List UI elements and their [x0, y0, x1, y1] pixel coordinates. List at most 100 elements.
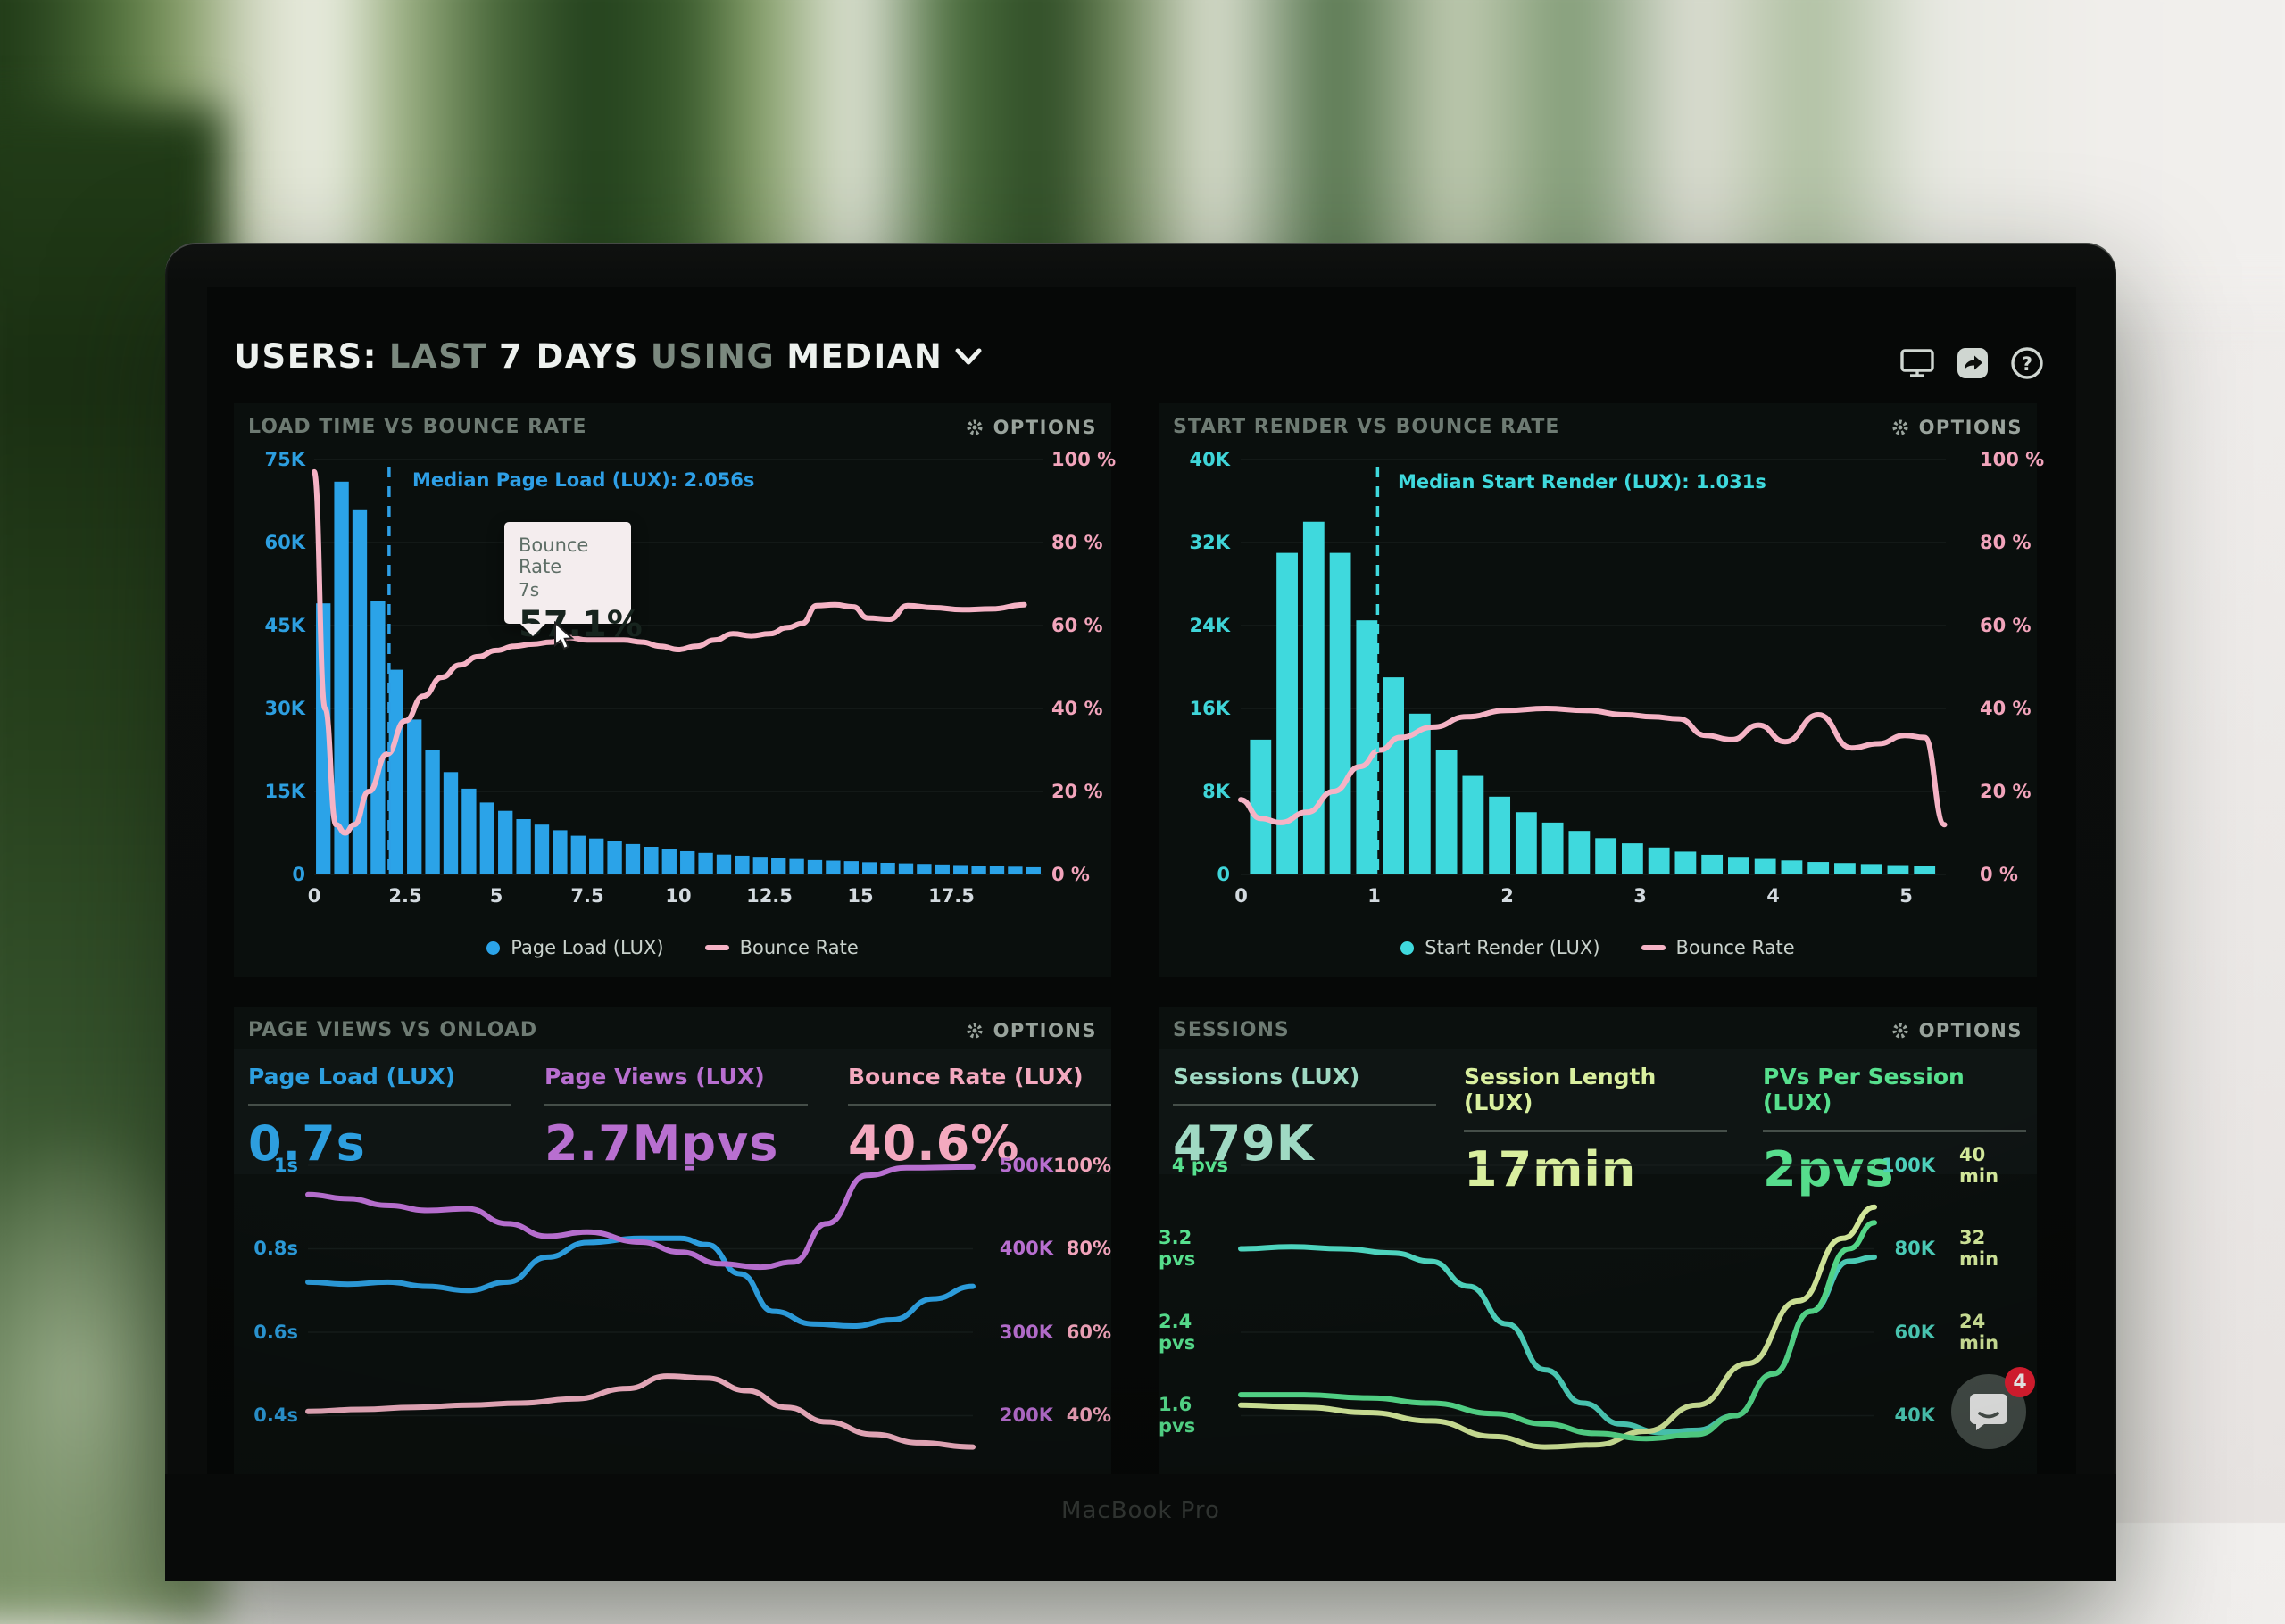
panel-page-views: PAGE VIEWS VS ONLOAD OPTIONS Page Load (…: [234, 1007, 1111, 1474]
y-axis-label: 40 min: [1959, 1143, 1999, 1187]
metric-value: 0.7s: [248, 1115, 366, 1172]
x-axis-label: 0: [307, 885, 321, 907]
title-last: LAST: [388, 337, 488, 376]
panel-load-time: LOAD TIME VS BOUNCE RATE OPTIONS 75K 60K 4…: [234, 403, 1116, 977]
gear-icon: [1892, 1022, 1908, 1039]
y-axis-label: 80 %: [1980, 531, 2032, 553]
y-axis-label: 40 %: [1051, 697, 1103, 719]
legend-label: Bounce Rate: [739, 937, 859, 958]
gear-icon: [967, 418, 983, 435]
y-axis-label: 60 %: [1051, 614, 1103, 636]
legend: Page Load (LUX) Bounce Rate: [234, 937, 1111, 958]
y-axis-label: 400K: [999, 1238, 1053, 1260]
y-axis-label: 0: [1217, 863, 1230, 885]
y-axis-right: 100 % 80 % 60 % 40 % 20 % 0 %: [1051, 418, 1123, 916]
metric-rule: [848, 1104, 1111, 1106]
start-render-chart[interactable]: [1238, 459, 1948, 875]
options-button[interactable]: OPTIONS: [1890, 417, 2023, 438]
metric-page-views: Page Views (LUX) 2.7Mpvs: [544, 1064, 812, 1172]
y-axis-label: 500K: [999, 1154, 1053, 1176]
options-label: OPTIONS: [1918, 416, 2023, 438]
y-axis-label: 40K: [1894, 1404, 1936, 1427]
legend-dash: [704, 945, 729, 950]
x-axis-label: 2.5: [388, 885, 422, 907]
title-using: USING: [650, 337, 776, 376]
legend-label: Page Load (LUX): [511, 937, 664, 958]
y-axis-label: 100 %: [1980, 448, 2045, 470]
options-button[interactable]: OPTIONS: [965, 1020, 1097, 1041]
y-axis-label: 100 %: [1051, 448, 1117, 470]
y-axis-label: 15K: [264, 780, 306, 802]
x-axis-label: 1: [1367, 885, 1381, 907]
y-axis-right-bounce: 100% 80% 60% 40%: [1051, 1123, 1111, 1457]
y-axis-label: 24K: [1189, 614, 1231, 636]
y-axis-label: 0.4s: [253, 1404, 298, 1427]
legend-label: Start Render (LUX): [1425, 937, 1600, 958]
x-axis-label: 10: [665, 885, 692, 907]
chat-launcher-button[interactable]: 4: [1951, 1367, 2035, 1449]
gear-icon: [1892, 418, 1908, 435]
y-axis-label: 60%: [1066, 1321, 1111, 1343]
load-time-chart[interactable]: [312, 459, 1043, 875]
metric-label: Bounce Rate (LUX): [848, 1064, 1084, 1090]
legend-item-bounce-rate[interactable]: Bounce Rate: [704, 937, 859, 958]
title-days: 7 DAYS: [499, 337, 639, 376]
metric-rule: [1173, 1104, 1436, 1106]
y-axis-label: 200K: [999, 1404, 1053, 1427]
legend-item-page-load[interactable]: Page Load (LUX): [486, 937, 664, 958]
chart-tooltip: Bounce Rate 7s 57.1%: [504, 522, 643, 645]
gear-icon: [967, 1022, 983, 1039]
y-axis-label: 20 %: [1051, 780, 1103, 802]
metric-value: 2pvs: [1763, 1141, 1895, 1197]
x-axis: 0 1 2 3 4 5: [1175, 885, 1973, 907]
chevron-down-icon: [955, 348, 982, 364]
y-axis-left: 40K 32K 24K 16K 8K 0: [1164, 418, 1231, 916]
metric-page-load: Page Load (LUX) 0.7s: [248, 1064, 516, 1172]
display-icon[interactable]: [1899, 347, 1935, 379]
options-button[interactable]: OPTIONS: [965, 417, 1097, 438]
brand-label: MacBook Pro: [1061, 1497, 1220, 1524]
users-range-dropdown[interactable]: USERS: LAST 7 DAYS USING MEDIAN: [234, 337, 983, 376]
sessions-chart[interactable]: [1238, 1164, 1877, 1474]
page-views-chart[interactable]: [305, 1164, 976, 1474]
y-axis-label: 0 %: [1051, 863, 1090, 885]
panel-title: PAGE VIEWS VS ONLOAD: [248, 1019, 538, 1041]
x-axis-label: 3: [1633, 885, 1647, 907]
share-icon[interactable]: [1957, 347, 1989, 379]
legend-item-bounce-rate[interactable]: Bounce Rate: [1641, 937, 1795, 958]
options-button[interactable]: OPTIONS: [1890, 1020, 2023, 1041]
x-axis-label: 4: [1766, 885, 1780, 907]
y-axis-label: 2.4 pvs: [1159, 1310, 1196, 1354]
y-axis-label: 300K: [999, 1321, 1053, 1343]
help-icon[interactable]: ?: [2010, 346, 2044, 380]
x-axis: 0 2.5 5 7.5 10 12.5 15 17.5: [269, 885, 997, 907]
y-axis-label: 20 %: [1980, 780, 2032, 802]
svg-text:?: ?: [2022, 353, 2032, 375]
y-axis-label: 16K: [1189, 697, 1231, 719]
tooltip-x-value: 7s: [519, 579, 540, 601]
legend-item-start-render[interactable]: Start Render (LUX): [1400, 937, 1600, 958]
laptop-bezel: MacBook Pro: [165, 1474, 2116, 1581]
y-axis-right-views: 500K 400K 300K 200K: [988, 1123, 1053, 1457]
x-axis-label: 5: [489, 885, 503, 907]
x-axis-label: 0: [1234, 885, 1248, 907]
metric-rule: [248, 1104, 511, 1106]
y-axis-label: 80K: [1894, 1238, 1936, 1260]
metric-pvs-per-session: PVs Per Session (LUX) 2pvs: [1763, 1064, 2031, 1197]
y-axis-right-sessions: 100K 80K 60K 40K: [1873, 1123, 1935, 1457]
y-axis-label: 30K: [264, 697, 306, 719]
metric-value: 40.6%: [848, 1115, 1020, 1172]
notification-badge: 4: [2005, 1367, 2035, 1397]
y-axis-left: 75K 60K 45K 30K 15K 0: [239, 418, 306, 916]
y-axis-label: 60K: [264, 531, 306, 553]
legend: Start Render (LUX) Bounce Rate: [1159, 937, 2037, 958]
chat-bubble-icon: [1970, 1394, 2007, 1430]
laptop: USERS: LAST 7 DAYS USING MEDIAN: [165, 243, 2116, 1581]
x-axis-label: 5: [1899, 885, 1913, 907]
metric-session-length: Session Length (LUX) 17min: [1464, 1064, 1732, 1197]
y-axis-label: 32K: [1189, 531, 1231, 553]
y-axis-label: 0.6s: [253, 1321, 298, 1343]
y-axis-label: 40%: [1066, 1404, 1111, 1427]
options-label: OPTIONS: [993, 1019, 1097, 1041]
panel-sessions: SESSIONS OPTIONS Sessions (LUX) 479K: [1159, 1007, 2037, 1474]
